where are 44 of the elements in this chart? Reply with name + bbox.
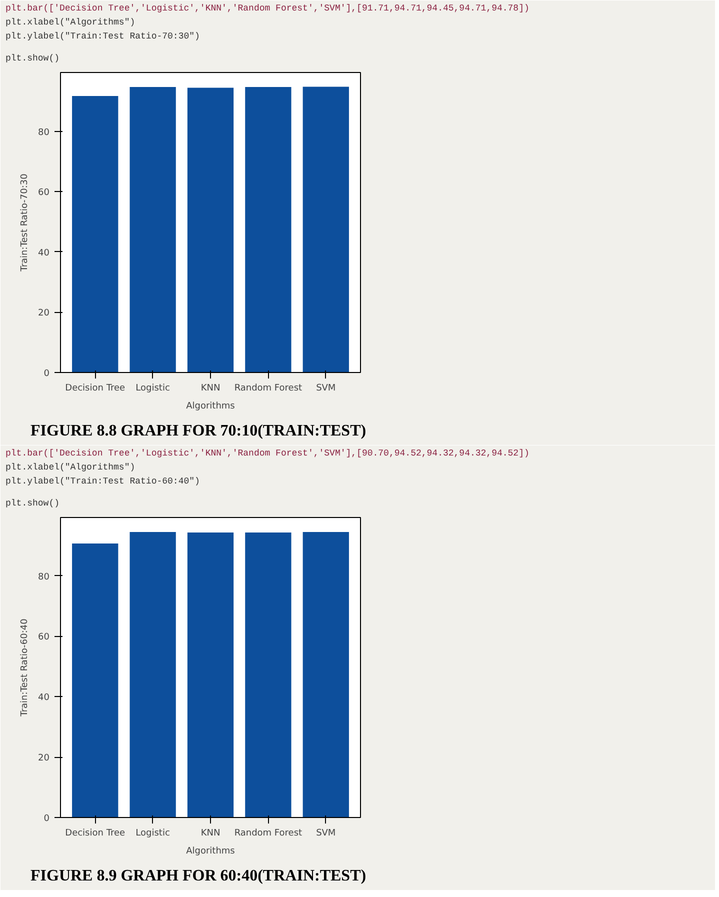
y-tick-label: 40 xyxy=(38,693,50,704)
text: plt.bar(['Decision Tree','Logistic','KNN','Random Forest','SVM'],[91.71,94.71,94.45,94.71,94.78]) xyxy=(6,4,530,14)
x-tick-label: Random Forest xyxy=(234,828,303,838)
bar xyxy=(72,96,118,372)
x-axis-title: Algorithms xyxy=(186,402,236,412)
bar xyxy=(245,532,292,818)
bar xyxy=(130,86,176,372)
bar xyxy=(187,532,234,818)
x-tick-label: KNN xyxy=(200,828,220,838)
y-tick-label: 60 xyxy=(38,632,50,643)
x-tick-label: Logistic xyxy=(136,828,170,838)
y-tick-label: 0 xyxy=(44,369,50,379)
y-tick-label: 20 xyxy=(38,308,50,319)
bar xyxy=(302,86,349,372)
y-tick-label: 80 xyxy=(38,128,50,138)
x-axis-title: Algorithms xyxy=(186,846,236,856)
y-axis-title: Train:Test Ratio-70:30 xyxy=(20,173,30,272)
x-tick-label: SVM xyxy=(316,828,336,838)
text: plt.xlabel("Algorithms") xyxy=(6,18,136,28)
bar xyxy=(72,543,118,818)
x-tick-label: Decision Tree xyxy=(65,384,126,394)
y-tick-label: 0 xyxy=(44,814,50,824)
x-tick-label: Logistic xyxy=(136,384,170,394)
x-tick-label: SVM xyxy=(316,384,336,394)
x-tick-label: Decision Tree xyxy=(65,828,126,838)
x-tick-label: Random Forest xyxy=(234,384,303,394)
bar xyxy=(187,88,234,372)
y-tick-label: 60 xyxy=(38,188,50,198)
y-axis-title: Train:Test Ratio-60:40 xyxy=(20,618,30,718)
text: plt.bar(['Decision Tree','Logistic','KNN','Random Forest','SVM'],[90.70,94.52,94.32,94.32,94.52]) xyxy=(6,448,530,458)
bar xyxy=(130,532,176,818)
text: FIGURE 8.9 GRAPH FOR 60:40(TRAIN:TEST) xyxy=(30,868,366,884)
text: plt.ylabel("Train:Test Ratio-70:30") xyxy=(6,32,200,42)
text: plt.show() xyxy=(6,498,60,508)
y-tick-label: 80 xyxy=(38,572,50,582)
text: FIGURE 8.8 GRAPH FOR 70:10(TRAIN:TEST) xyxy=(30,422,366,440)
bar xyxy=(302,532,349,818)
x-tick-label: KNN xyxy=(200,384,220,394)
text: plt.ylabel("Train:Test Ratio-60:40") xyxy=(6,476,200,486)
y-tick-label: 20 xyxy=(38,754,50,764)
bar xyxy=(245,86,292,372)
text: plt.xlabel("Algorithms") xyxy=(6,462,136,472)
y-tick-label: 40 xyxy=(38,248,50,258)
text: plt.show() xyxy=(6,54,60,64)
